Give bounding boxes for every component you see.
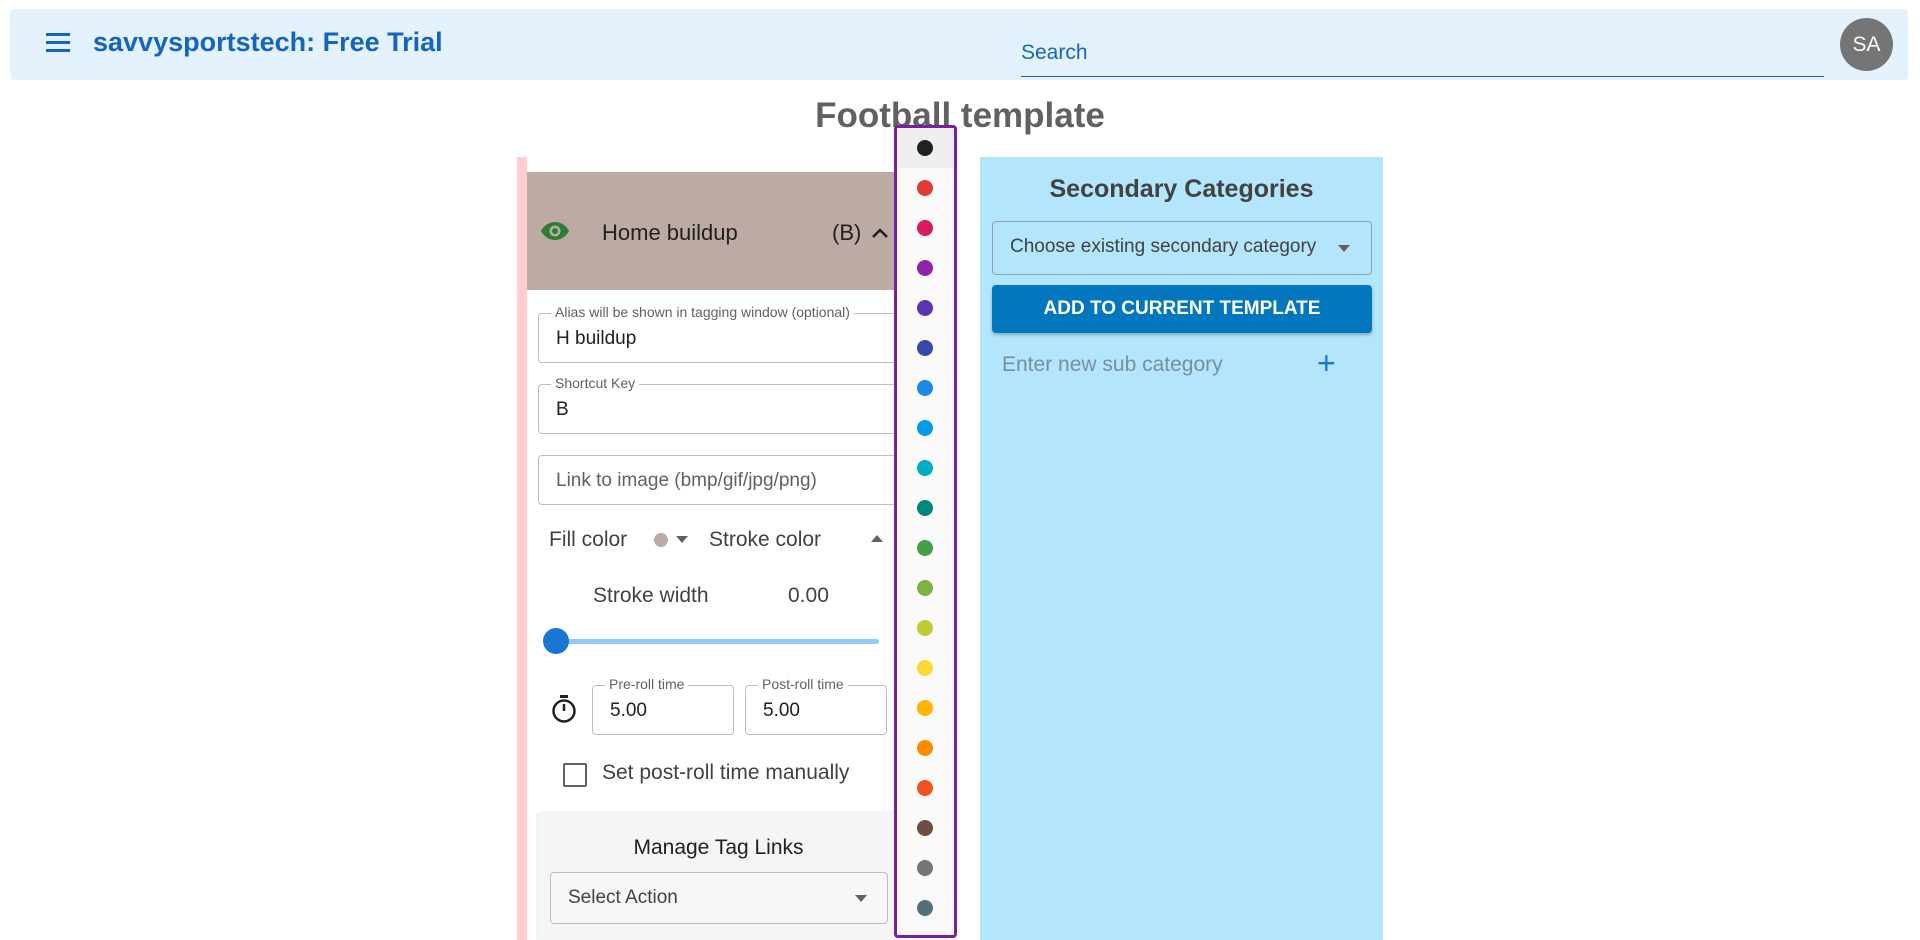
color-swatch[interactable]	[917, 140, 933, 156]
color-swatch[interactable]	[917, 860, 933, 876]
category-header[interactable]: Home buildup (B)	[527, 172, 899, 290]
color-swatch[interactable]	[917, 700, 933, 716]
color-swatch[interactable]	[917, 780, 933, 796]
color-swatch[interactable]	[917, 300, 933, 316]
chevron-up-icon[interactable]	[871, 227, 889, 239]
category-card: Home buildup (B)	[517, 157, 899, 940]
alias-field[interactable]: Alias will be shown in tagging window (o…	[538, 304, 901, 363]
search-input[interactable]	[1021, 31, 1824, 65]
shortcut-key-value[interactable]: B	[556, 399, 569, 420]
tag-links-panel: Manage Tag Links Select Action	[538, 812, 899, 940]
alias-label: Alias will be shown in tagging window (o…	[551, 304, 854, 320]
category-shortcut: (B)	[832, 220, 862, 245]
shortcut-key-field[interactable]: Shortcut Key B	[538, 375, 901, 434]
color-swatch[interactable]	[917, 500, 933, 516]
page-title: Football template	[815, 96, 1105, 135]
color-swatch[interactable]	[917, 540, 933, 556]
color-swatch[interactable]	[917, 620, 933, 636]
color-swatch[interactable]	[917, 900, 933, 916]
image-link-placeholder[interactable]: Link to image (bmp/gif/jpg/png)	[556, 470, 817, 491]
select-action-dropdown[interactable]: Select Action	[550, 872, 888, 924]
fill-color-swatch[interactable]	[654, 533, 668, 547]
color-swatch[interactable]	[917, 420, 933, 436]
tag-links-title: Manage Tag Links	[633, 836, 804, 859]
shortcut-key-label: Shortcut Key	[551, 375, 640, 391]
color-swatch[interactable]	[917, 580, 933, 596]
postroll-value[interactable]: 5.00	[763, 700, 800, 721]
manual-postroll-label: Set post-roll time manually	[602, 761, 850, 784]
postroll-label: Post-roll time	[758, 676, 848, 692]
color-swatch[interactable]	[917, 460, 933, 476]
postroll-field[interactable]: Post-roll time 5.00	[745, 676, 887, 735]
avatar[interactable]: SA	[1840, 18, 1893, 71]
secondary-categories-title: Secondary Categories	[1049, 175, 1314, 203]
menu-icon[interactable]	[46, 33, 74, 57]
preroll-label: Pre-roll time	[605, 676, 689, 692]
new-sub-category-input[interactable]: Enter new sub category	[1002, 353, 1223, 376]
choose-secondary-category-text: Choose existing secondary category	[1010, 236, 1317, 257]
stroke-color-dropdown-icon[interactable]	[871, 535, 883, 542]
manual-postroll-checkbox[interactable]	[563, 763, 587, 787]
secondary-categories-body: Secondary Categories Choose existing sec…	[980, 157, 1383, 940]
select-action-value: Select Action	[568, 887, 678, 908]
stroke-width-value: 0.00	[788, 584, 829, 607]
secondary-categories-card: Secondary Categories Choose existing sec…	[980, 157, 1383, 940]
stroke-color-label: Stroke color	[709, 528, 822, 551]
stroke-width-slider-thumb[interactable]	[543, 628, 569, 654]
stroke-width-slider-track[interactable]	[556, 639, 879, 644]
color-swatch[interactable]	[917, 340, 933, 356]
color-swatch[interactable]	[917, 660, 933, 676]
chevron-down-icon	[855, 895, 867, 902]
stroke-width-label: Stroke width	[593, 584, 709, 607]
color-swatch[interactable]	[917, 380, 933, 396]
color-swatch[interactable]	[917, 260, 933, 276]
color-palette	[894, 125, 957, 938]
color-swatch[interactable]	[917, 740, 933, 756]
preroll-value[interactable]: 5.00	[610, 700, 647, 721]
color-swatch[interactable]	[917, 220, 933, 236]
timer-icon	[552, 695, 576, 723]
eye-icon[interactable]	[540, 220, 570, 242]
add-to-template-button[interactable]: ADD TO CURRENT TEMPLATE	[992, 285, 1372, 333]
choose-secondary-category-dropdown[interactable]: Choose existing secondary category	[992, 221, 1372, 275]
fill-color-dropdown-icon[interactable]	[676, 536, 688, 543]
add-icon[interactable]: +	[1317, 345, 1336, 381]
chevron-down-icon	[1338, 245, 1350, 252]
preroll-field[interactable]: Pre-roll time 5.00	[592, 676, 734, 735]
search-field[interactable]	[1021, 31, 1824, 77]
color-swatch[interactable]	[917, 820, 933, 836]
alias-value[interactable]: H buildup	[556, 328, 637, 349]
app-bar: savvysportstech: Free Trial SA	[10, 9, 1908, 80]
category-name: Home buildup	[602, 220, 738, 245]
fill-color-label: Fill color	[549, 528, 628, 551]
color-swatch[interactable]	[917, 180, 933, 196]
image-link-field[interactable]: Link to image (bmp/gif/jpg/png)	[538, 455, 901, 505]
app-title: savvysportstech: Free Trial	[93, 27, 443, 57]
